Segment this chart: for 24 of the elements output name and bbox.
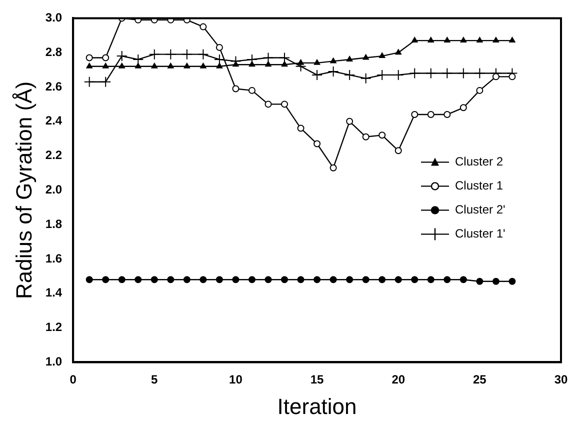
x-tick-label: 30 [554,372,568,387]
x-axis-title: Iteration [277,394,357,419]
x-tick-label: 0 [70,372,77,387]
legend-label: Cluster 2 [455,154,504,169]
y-tick-label: 2.0 [45,182,62,197]
y-axis-title: Radius of Gyration (Å) [11,81,36,300]
x-tick-label: 10 [229,372,243,387]
y-tick-label: 2.8 [45,44,62,59]
y-tick-label: 1.4 [45,286,62,300]
x-tick-label: 25 [473,372,487,387]
y-tick-label: 1.6 [45,251,62,266]
x-tick-label: 5 [151,372,158,387]
y-tick-label: 1.8 [45,216,62,231]
x-tick-label: 20 [392,372,406,387]
y-tick-label: 3.0 [45,10,62,25]
y-tick-label: 2.2 [45,148,62,162]
y-tick-label: 2.4 [45,114,62,128]
y-tick-label: 2.6 [45,79,62,94]
legend-label: Cluster 2' [455,202,506,217]
x-tick-label: 15 [310,372,324,387]
y-tick-label: 1.0 [45,354,62,369]
legend-label: Cluster 1 [455,178,504,193]
legend-label: Cluster 1' [455,226,506,241]
y-tick-label: 1.2 [45,320,62,334]
